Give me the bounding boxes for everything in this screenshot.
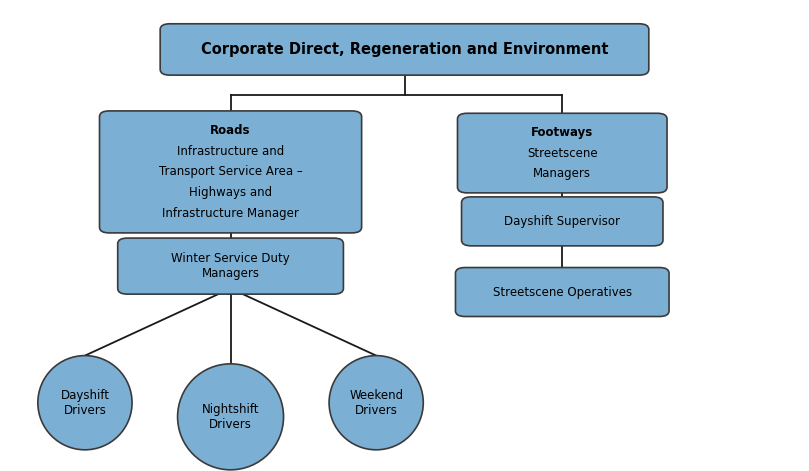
FancyBboxPatch shape xyxy=(100,111,362,233)
Text: Managers: Managers xyxy=(533,167,591,180)
Text: Dayshift Supervisor: Dayshift Supervisor xyxy=(504,215,621,228)
Ellipse shape xyxy=(38,356,132,450)
FancyBboxPatch shape xyxy=(457,113,667,193)
Text: Transport Service Area –: Transport Service Area – xyxy=(159,165,303,179)
FancyBboxPatch shape xyxy=(455,268,669,317)
Text: Nightshift
Drivers: Nightshift Drivers xyxy=(201,403,260,431)
FancyBboxPatch shape xyxy=(461,197,663,246)
Text: Highways and: Highways and xyxy=(189,187,272,199)
FancyBboxPatch shape xyxy=(160,24,649,75)
Ellipse shape xyxy=(178,364,283,470)
Text: Corporate Direct, Regeneration and Environment: Corporate Direct, Regeneration and Envir… xyxy=(201,42,608,57)
Text: Roads: Roads xyxy=(210,124,251,137)
Text: Streetscene Operatives: Streetscene Operatives xyxy=(493,285,632,299)
Text: Dayshift
Drivers: Dayshift Drivers xyxy=(61,389,109,417)
Text: Infrastructure and: Infrastructure and xyxy=(177,145,284,157)
Ellipse shape xyxy=(329,356,423,450)
FancyBboxPatch shape xyxy=(117,238,343,294)
Text: Streetscene: Streetscene xyxy=(527,146,598,160)
Text: Winter Service Duty
Managers: Winter Service Duty Managers xyxy=(172,252,290,280)
Text: Weekend
Drivers: Weekend Drivers xyxy=(349,389,403,417)
Text: Footways: Footways xyxy=(532,126,593,139)
Text: Infrastructure Manager: Infrastructure Manager xyxy=(162,207,299,220)
